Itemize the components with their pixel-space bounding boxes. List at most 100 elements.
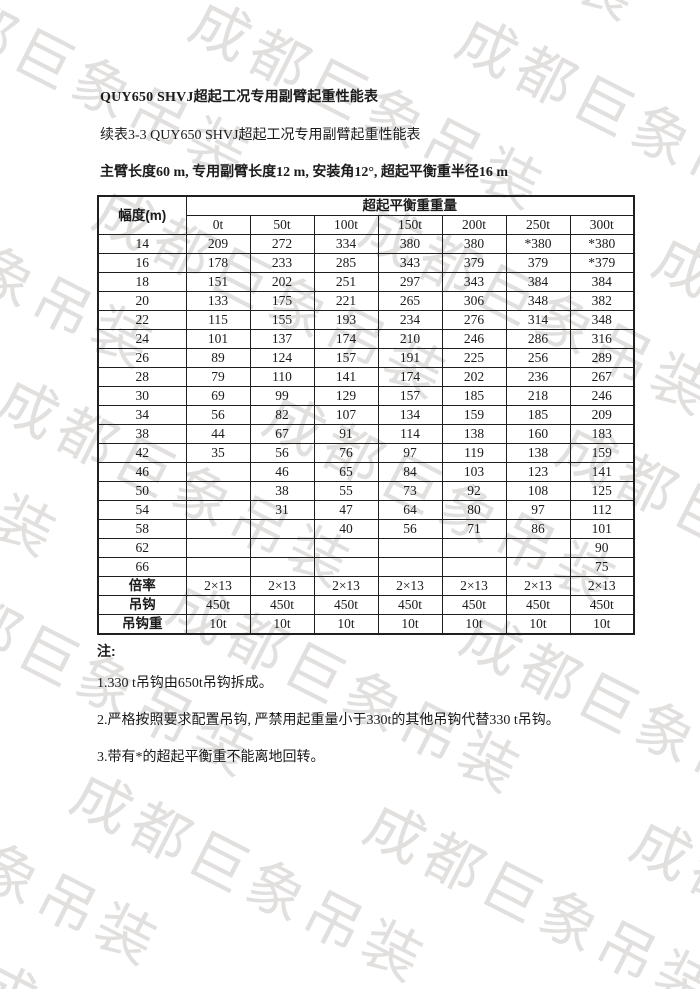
capacity-cell: 256 xyxy=(505,348,571,368)
note-item-1: 1.330 t吊钩由650t吊钩拆成。 xyxy=(97,676,273,691)
table-row: 24 101 137 174 210 246 286 316 xyxy=(97,329,635,349)
table-row: 22 115 155 193 234 276 314 348 xyxy=(97,310,635,330)
capacity-cell xyxy=(313,557,379,577)
capacity-cell xyxy=(249,519,315,539)
footer-value-cell: 450t xyxy=(377,595,443,615)
capacity-cell: 289 xyxy=(569,348,635,368)
capacity-cell: 31 xyxy=(249,500,315,520)
capacity-cell: 314 xyxy=(505,310,571,330)
capacity-cell: 133 xyxy=(185,291,251,311)
capacity-cell: 174 xyxy=(377,367,443,387)
document-content: QUY650 SHVJ超起工况专用副臂起重性能表 续表3-3 QUY650 SH… xyxy=(97,90,639,776)
capacity-cell: 138 xyxy=(505,443,571,463)
radius-header-cell: 幅度(m) xyxy=(97,195,187,235)
capacity-cell: 69 xyxy=(185,386,251,406)
capacity-cell xyxy=(185,519,251,539)
capacity-cell: 191 xyxy=(377,348,443,368)
capacity-cell: 221 xyxy=(313,291,379,311)
radius-cell: 50 xyxy=(97,481,187,501)
boom-config-line: 主臂长度60 m, 专用副臂长度12 m, 安装角12°, 超起平衡重半径16 … xyxy=(100,165,509,180)
capacity-cell: 101 xyxy=(569,519,635,539)
capacity-cell xyxy=(377,557,443,577)
capacity-cell xyxy=(441,557,507,577)
capacity-cell: 306 xyxy=(441,291,507,311)
capacity-cell: 91 xyxy=(313,424,379,444)
capacity-cell xyxy=(249,557,315,577)
capacity-cell xyxy=(185,481,251,501)
table-row: 58 40 56 71 86 101 xyxy=(97,519,635,539)
capacity-cell: 97 xyxy=(505,500,571,520)
capacity-cell: 379 xyxy=(505,253,571,273)
capacity-cell: 210 xyxy=(377,329,443,349)
capacity-cell: 40 xyxy=(313,519,379,539)
capacity-cell: 209 xyxy=(569,405,635,425)
capacity-cell: 316 xyxy=(569,329,635,349)
table-row: 34 56 82 107 134 159 185 209 xyxy=(97,405,635,425)
capacity-cell: 285 xyxy=(313,253,379,273)
capacity-cell: 86 xyxy=(505,519,571,539)
radius-cell: 28 xyxy=(97,367,187,387)
table-footer-row: 吊钩 450t 450t 450t 450t 450t 450t 450t xyxy=(97,595,635,615)
column-header-cell: 50t xyxy=(249,215,315,235)
table-row: 66 75 xyxy=(97,557,635,577)
capacity-cell: 56 xyxy=(377,519,443,539)
capacity-cell: 47 xyxy=(313,500,379,520)
capacity-cell: 160 xyxy=(505,424,571,444)
capacity-cell: 297 xyxy=(377,272,443,292)
counterweight-span-header-cell: 超起平衡重重量 xyxy=(185,195,635,216)
capacity-cell: 92 xyxy=(441,481,507,501)
capacity-cell xyxy=(249,538,315,558)
capacity-cell: 137 xyxy=(249,329,315,349)
capacity-cell: 185 xyxy=(441,386,507,406)
table-header-row: 幅度(m) 超起平衡重重量 xyxy=(97,195,635,235)
radius-cell: 18 xyxy=(97,272,187,292)
table-row: 14 209 272 334 380 380 *380 *380 xyxy=(97,234,635,254)
capacity-cell: 155 xyxy=(249,310,315,330)
capacity-cell: 101 xyxy=(185,329,251,349)
capacity-cell: 276 xyxy=(441,310,507,330)
radius-cell: 58 xyxy=(97,519,187,539)
capacity-cell xyxy=(505,557,571,577)
capacity-cell: 99 xyxy=(249,386,315,406)
capacity-cell: 55 xyxy=(313,481,379,501)
radius-cell: 34 xyxy=(97,405,187,425)
capacity-cell xyxy=(185,500,251,520)
watermark-text: 成都巨象吊装 成都巨象吊装 成都巨象吊装 成都巨象吊装 成都巨象吊装 xyxy=(0,820,700,989)
table-row: 20 133 175 221 265 306 348 382 xyxy=(97,291,635,311)
capacity-cell: *379 xyxy=(569,253,635,273)
column-header-cell: 300t xyxy=(569,215,635,235)
capacity-cell xyxy=(377,538,443,558)
radius-cell: 16 xyxy=(97,253,187,273)
footer-value-cell: 450t xyxy=(313,595,379,615)
footer-value-cell: 2×13 xyxy=(185,576,251,596)
capacity-cell: 114 xyxy=(377,424,443,444)
capacity-cell: 159 xyxy=(569,443,635,463)
capacity-cell: 71 xyxy=(441,519,507,539)
document-subtitle: 续表3-3 QUY650 SHVJ超起工况专用副臂起重性能表 xyxy=(100,128,421,143)
capacity-cell xyxy=(185,538,251,558)
capacity-cell xyxy=(441,538,507,558)
capacity-cell: 90 xyxy=(569,538,635,558)
capacity-cell: 384 xyxy=(569,272,635,292)
footer-value-cell: 450t xyxy=(505,595,571,615)
capacity-cell: 174 xyxy=(313,329,379,349)
load-capacity-table: 幅度(m) 超起平衡重重量 0t 50t 100t 150t 200t 250t 300t … xyxy=(97,195,635,635)
radius-cell: 46 xyxy=(97,462,187,482)
capacity-cell: 119 xyxy=(441,443,507,463)
footer-value-cell: 2×13 xyxy=(249,576,315,596)
table-row: 30 69 99 129 157 185 218 246 xyxy=(97,386,635,406)
capacity-cell xyxy=(313,538,379,558)
table-row: 50 38 55 73 92 108 125 xyxy=(97,481,635,501)
capacity-cell: 343 xyxy=(377,253,443,273)
table-row: 16 178 233 285 343 379 379 *379 xyxy=(97,253,635,273)
capacity-cell: 73 xyxy=(377,481,443,501)
table-footer-row: 倍率 2×13 2×13 2×13 2×13 2×13 2×13 2×13 xyxy=(97,576,635,596)
table-row: 46 46 65 84 103 123 141 xyxy=(97,462,635,482)
capacity-cell: 157 xyxy=(377,386,443,406)
capacity-cell: 225 xyxy=(441,348,507,368)
radius-cell: 22 xyxy=(97,310,187,330)
capacity-cell: 193 xyxy=(313,310,379,330)
footer-value-cell: 10t xyxy=(569,614,635,635)
capacity-cell: 75 xyxy=(569,557,635,577)
